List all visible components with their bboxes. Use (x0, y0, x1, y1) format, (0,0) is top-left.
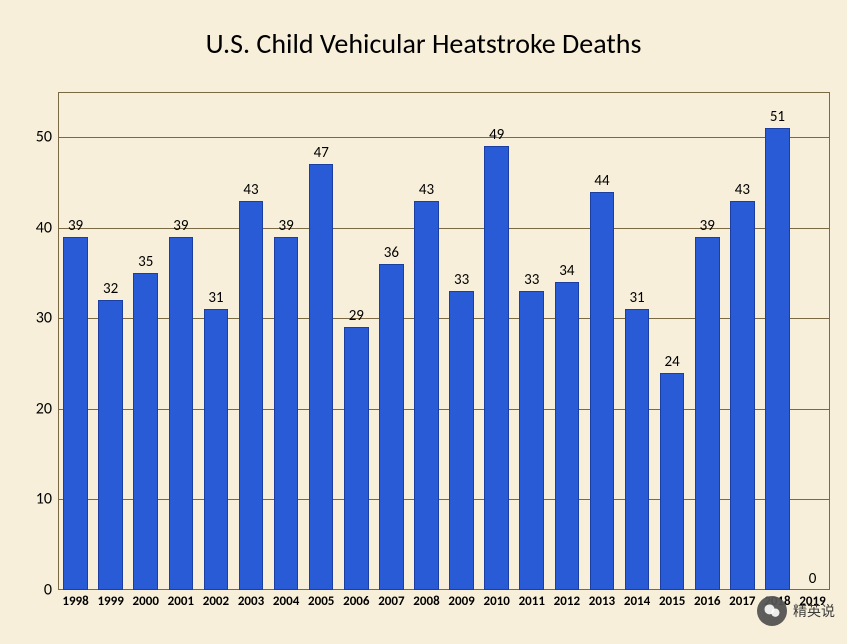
x-tick-label: 2004 (269, 590, 304, 609)
x-tick-label: 2002 (198, 590, 233, 609)
bars-row: 39 32 35 39 31 43 39 47 29 36 43 33 49 33 34 44 31 24 39 43… (58, 92, 830, 590)
bar-slot: 0 (795, 92, 830, 590)
bar-value-label: 24 (665, 353, 680, 371)
x-tick-label: 1998 (58, 590, 93, 609)
bar (98, 300, 123, 590)
bar (590, 192, 615, 590)
bar (484, 146, 509, 590)
bar-slot: 43 (409, 92, 444, 590)
bar (625, 309, 650, 590)
bar (63, 237, 88, 590)
x-tick-label: 2015 (655, 590, 690, 609)
bar-slot: 44 (584, 92, 619, 590)
bar-value-label: 32 (103, 280, 118, 298)
bar-value-label: 36 (384, 244, 399, 262)
bar (344, 327, 369, 590)
bar-slot: 39 (58, 92, 93, 590)
bar-value-label: 39 (173, 217, 188, 235)
bar-value-label: 31 (629, 289, 644, 307)
x-tick-label: 2011 (514, 590, 549, 609)
bar-value-label: 43 (735, 181, 750, 199)
bar (133, 273, 158, 590)
watermark-text: 精英说 (793, 601, 835, 621)
bar-slot: 39 (163, 92, 198, 590)
bar-value-label: 39 (68, 217, 83, 235)
bar (765, 128, 790, 590)
y-tick-label: 50 (36, 128, 58, 147)
bar (239, 201, 264, 590)
bar (169, 237, 194, 590)
y-tick-label: 0 (44, 581, 58, 600)
bar-slot: 43 (725, 92, 760, 590)
bar-slot: 51 (760, 92, 795, 590)
y-tick-label: 10 (36, 490, 58, 509)
x-tick-label: 2013 (584, 590, 619, 609)
bar-slot: 31 (620, 92, 655, 590)
y-tick-label: 20 (36, 399, 58, 418)
bar-value-label: 43 (243, 181, 258, 199)
bar-slot: 32 (93, 92, 128, 590)
bar (309, 164, 334, 590)
bar-slot: 34 (549, 92, 584, 590)
bar-value-label: 33 (524, 271, 539, 289)
bar-value-label: 35 (138, 253, 153, 271)
x-tick-label: 2014 (620, 590, 655, 609)
x-tick-label: 2012 (549, 590, 584, 609)
bar-value-label: 39 (700, 217, 715, 235)
x-axis-labels: 1998199920002001200220032004200520062007… (58, 590, 830, 609)
bar-slot: 47 (304, 92, 339, 590)
bar-slot: 36 (374, 92, 409, 590)
bar-value-label: 34 (559, 262, 574, 280)
chart-title: U.S. Child Vehicular Heatstroke Deaths (0, 26, 847, 61)
x-tick-label: 1999 (93, 590, 128, 609)
bar-value-label: 51 (770, 108, 785, 126)
x-tick-label: 2005 (304, 590, 339, 609)
x-tick-label: 2001 (163, 590, 198, 609)
bar (414, 201, 439, 590)
bar-slot: 31 (198, 92, 233, 590)
bar-value-label: 43 (419, 181, 434, 199)
bar-slot: 39 (690, 92, 725, 590)
bar (379, 264, 404, 590)
bar-value-label: 0 (809, 570, 817, 588)
bar-slot: 43 (233, 92, 268, 590)
bar (449, 291, 474, 590)
bar-value-label: 39 (279, 217, 294, 235)
bar-slot: 29 (339, 92, 374, 590)
x-tick-label: 2007 (374, 590, 409, 609)
y-tick-label: 30 (36, 309, 58, 328)
bar (519, 291, 544, 590)
bar (695, 237, 720, 590)
plot-area: 39 32 35 39 31 43 39 47 29 36 43 33 49 33 34 44 31 24 39 43… (58, 92, 830, 590)
bar-value-label: 44 (594, 172, 609, 190)
x-tick-label: 2017 (725, 590, 760, 609)
bar (730, 201, 755, 590)
x-tick-label: 2009 (444, 590, 479, 609)
bar-slot: 35 (128, 92, 163, 590)
x-tick-label: 2000 (128, 590, 163, 609)
y-tick-label: 40 (36, 218, 58, 237)
bar (555, 282, 580, 590)
x-tick-label: 2006 (339, 590, 374, 609)
watermark: 精英说 (757, 596, 835, 626)
bar-slot: 33 (444, 92, 479, 590)
wechat-icon (757, 596, 787, 626)
bar (274, 237, 299, 590)
bar-slot: 39 (269, 92, 304, 590)
bar-slot: 24 (655, 92, 690, 590)
bar (660, 373, 685, 590)
bar (204, 309, 229, 590)
bar-value-label: 31 (208, 289, 223, 307)
x-tick-label: 2010 (479, 590, 514, 609)
bar-slot: 33 (514, 92, 549, 590)
bar-value-label: 47 (314, 144, 329, 162)
x-tick-label: 2003 (233, 590, 268, 609)
bar-value-label: 33 (454, 271, 469, 289)
bar-value-label: 49 (489, 126, 504, 144)
bar-value-label: 29 (349, 307, 364, 325)
chart-page: U.S. Child Vehicular Heatstroke Deaths 3… (0, 0, 847, 644)
x-tick-label: 2008 (409, 590, 444, 609)
bar-slot: 49 (479, 92, 514, 590)
x-tick-label: 2016 (690, 590, 725, 609)
